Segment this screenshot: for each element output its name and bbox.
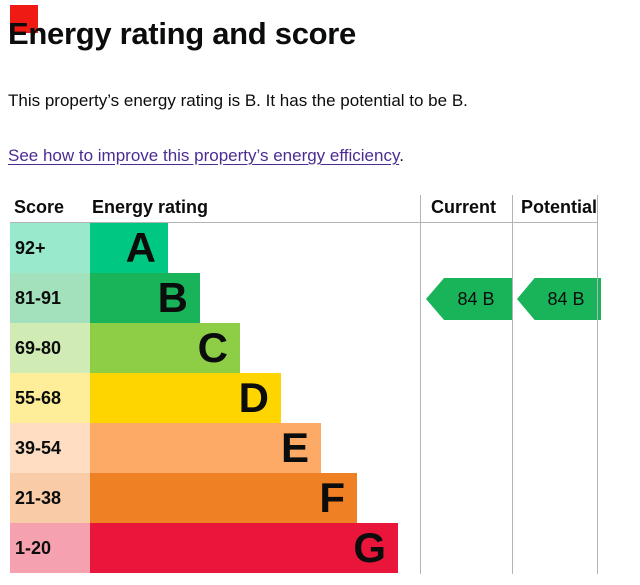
current-column-right-line — [512, 195, 513, 574]
rating-summary-text: This property’s energy rating is B. It h… — [8, 91, 468, 110]
improve-efficiency-link[interactable]: See how to improve this property’s energ… — [8, 146, 400, 165]
epc-band-row-A: 92+ A — [10, 223, 168, 273]
potential-column-right-line — [597, 195, 598, 574]
band-bar-D: D — [90, 373, 281, 423]
band-score-range: 55-68 — [10, 373, 90, 423]
column-header-score: Score — [14, 197, 65, 217]
red-square-marker — [10, 5, 38, 33]
band-score-range: 69-80 — [10, 323, 90, 373]
current-score-value: 84 — [457, 288, 478, 309]
potential-score-value: 84 — [547, 288, 568, 309]
column-header-potential: Potential — [521, 197, 598, 217]
epc-band-row-C: 69-80 C — [10, 323, 240, 373]
improve-link-row: See how to improve this property’s energ… — [8, 146, 404, 166]
band-score-range: 81-91 — [10, 273, 90, 323]
potential-rating-label: 84 B — [547, 289, 584, 310]
column-header-energy-rating: Energy rating — [92, 197, 209, 217]
band-bar-G: G — [90, 523, 398, 573]
improve-link-period: . — [399, 146, 404, 165]
potential-band-letter: B — [572, 288, 585, 309]
band-score-range: 39-54 — [10, 423, 90, 473]
current-rating-arrow: 84 B — [426, 278, 512, 320]
column-header-current: Current — [431, 197, 497, 217]
band-bar-F: F — [90, 473, 357, 523]
epc-band-row-G: 1-20 G — [10, 523, 398, 573]
potential-rating-arrow: 84 B — [517, 278, 601, 320]
epc-band-row-F: 21-38 F — [10, 473, 357, 523]
band-score-range: 92+ — [10, 223, 90, 273]
epc-band-row-B: 81-91 B — [10, 273, 200, 323]
current-band-letter: B — [482, 288, 495, 309]
band-bar-A: A — [90, 223, 168, 273]
epc-band-row-D: 55-68 D — [10, 373, 281, 423]
current-rating-label: 84 B — [457, 289, 494, 310]
band-score-range: 1-20 — [10, 523, 90, 573]
band-bar-E: E — [90, 423, 321, 473]
band-bar-C: C — [90, 323, 240, 373]
band-score-range: 21-38 — [10, 473, 90, 523]
band-bar-B: B — [90, 273, 200, 323]
current-column-left-line — [420, 195, 421, 574]
epc-band-row-E: 39-54 E — [10, 423, 321, 473]
header-divider-line — [10, 222, 598, 223]
page-title: Energy rating and score — [8, 16, 356, 51]
